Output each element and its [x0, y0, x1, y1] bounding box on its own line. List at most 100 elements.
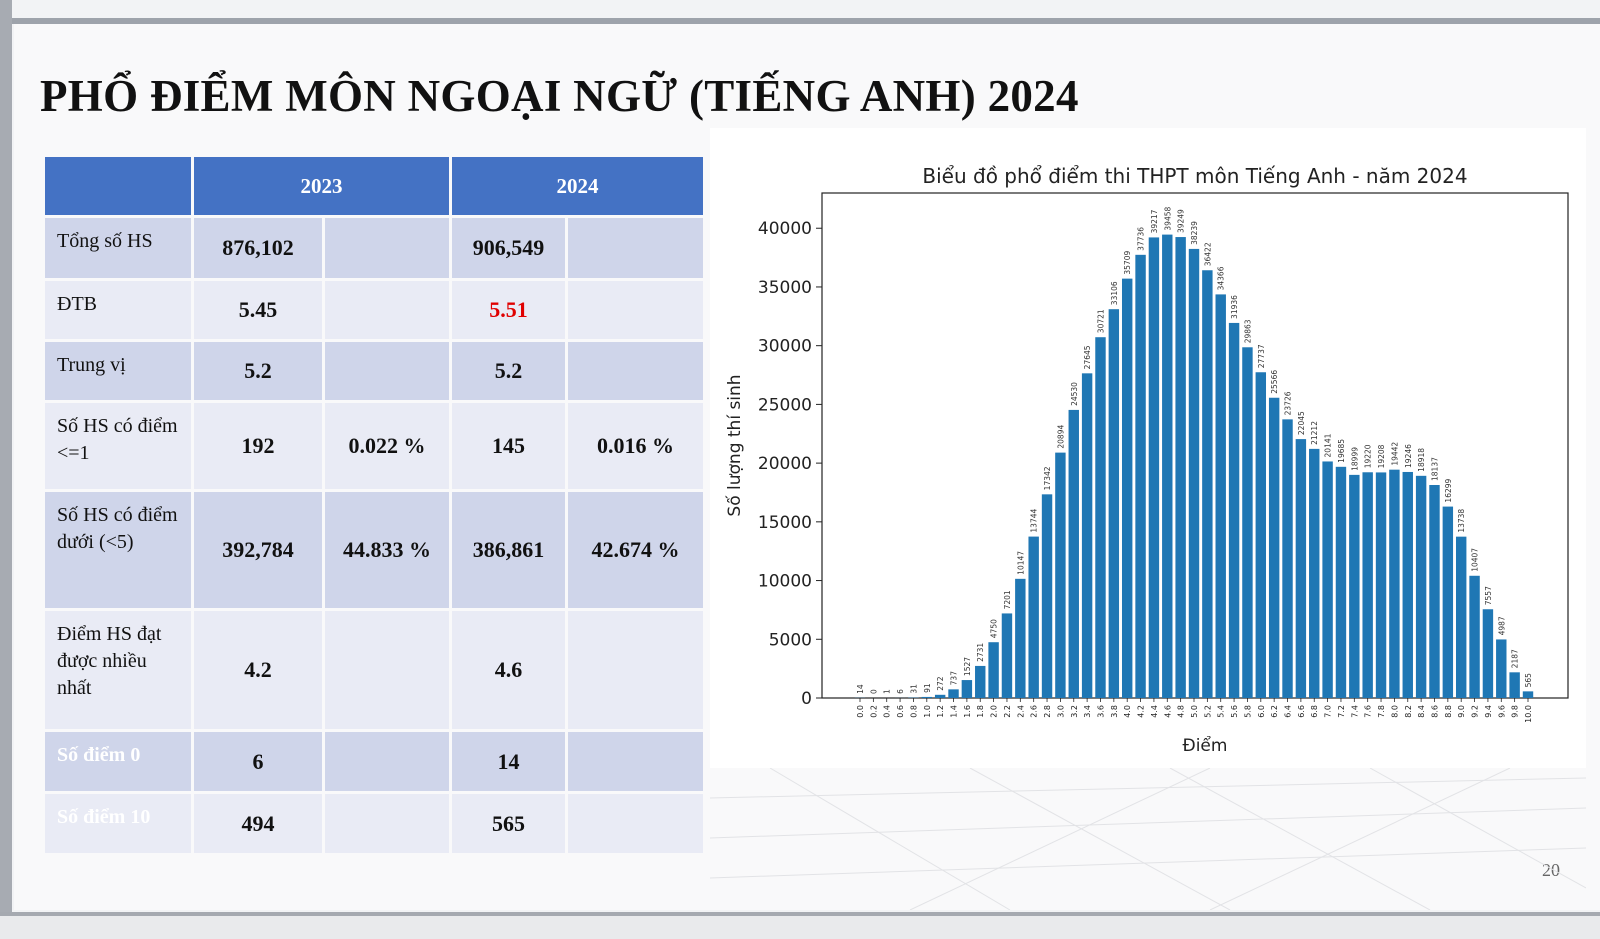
x-tick-label: 7.8 [1377, 705, 1386, 718]
percent-2023: 0.022 % [325, 403, 449, 489]
bar-value-label: 2731 [976, 643, 985, 662]
histogram-bar [922, 697, 932, 698]
x-tick-label: 10.0 [1524, 705, 1533, 723]
y-tick-label: 35000 [758, 278, 812, 298]
histogram-bar [1523, 691, 1533, 698]
histogram-bar [1389, 470, 1399, 698]
bar-value-label: 29863 [1243, 319, 1252, 343]
bar-value-label: 19442 [1390, 442, 1399, 466]
histogram-bar [1496, 639, 1506, 698]
x-tick-label: 1.6 [963, 705, 972, 718]
value-2024: 5.2 [452, 342, 565, 400]
x-tick-label: 3.2 [1070, 705, 1079, 718]
histogram-bar [948, 689, 958, 698]
bar-value-label: 1 [883, 689, 892, 694]
bar-value-label: 7557 [1484, 586, 1493, 605]
percent-2024 [568, 611, 703, 729]
x-tick-label: 8.8 [1444, 705, 1453, 718]
x-tick-label: 3.8 [1110, 705, 1119, 718]
bar-value-label: 19246 [1404, 444, 1413, 468]
bar-value-label: 35709 [1123, 251, 1132, 275]
x-tick-label: 7.2 [1337, 705, 1346, 718]
value-2023: 876,102 [194, 218, 322, 278]
bar-value-label: 0 [869, 689, 878, 694]
value-2024: 565 [452, 794, 565, 853]
x-tick-label: 0.4 [883, 705, 892, 718]
bar-value-label: 39249 [1177, 209, 1186, 233]
histogram-bar [1349, 475, 1359, 698]
bar-value-label: 1527 [963, 657, 972, 676]
value-2024: 906,549 [452, 218, 565, 278]
bar-value-label: 16299 [1444, 478, 1453, 502]
y-tick-label: 5000 [769, 630, 812, 650]
x-tick-label: 3.6 [1096, 705, 1105, 718]
x-tick-label: 3.4 [1083, 705, 1092, 718]
bar-value-label: 737 [950, 671, 959, 686]
x-tick-label: 2.0 [990, 705, 999, 718]
bar-value-label: 19685 [1337, 439, 1346, 463]
bar-value-label: 10407 [1471, 548, 1480, 572]
percent-2024 [568, 218, 703, 278]
comparison-table: 2023 2024 Tổng số HS 876,102 906,549 ĐTB… [42, 154, 706, 856]
percent-2023 [325, 611, 449, 729]
histogram-bar [988, 642, 998, 698]
histogram-bar [1229, 323, 1239, 698]
bar-value-label: 4987 [1497, 616, 1506, 635]
x-tick-label: 1.0 [923, 705, 932, 718]
histogram-bar [1028, 537, 1038, 698]
value-2023: 5.45 [194, 281, 322, 339]
value-2023: 494 [194, 794, 322, 853]
bar-value-label: 38239 [1190, 221, 1199, 245]
x-tick-label: 7.6 [1364, 705, 1373, 718]
histogram-bar [1055, 453, 1065, 698]
percent-2024 [568, 281, 703, 339]
row-label: Số HS có điểm dưới (<5) [45, 492, 191, 608]
histogram-bar [1189, 249, 1199, 698]
histogram-bar [1403, 472, 1413, 698]
x-tick-label: 5.6 [1230, 705, 1239, 718]
value-2023: 192 [194, 403, 322, 489]
table-row: Số điểm 0 6 14 [45, 732, 703, 791]
bar-value-label: 13744 [1030, 509, 1039, 533]
histogram-bar [1336, 467, 1346, 698]
bar-value-label: 34366 [1217, 266, 1226, 290]
x-tick-label: 4.8 [1177, 705, 1186, 718]
bar-value-label: 39458 [1163, 207, 1172, 231]
x-tick-label: 5.4 [1217, 705, 1226, 718]
histogram-bar [1296, 439, 1306, 698]
histogram-bar [1443, 507, 1453, 698]
value-2024: 14 [452, 732, 565, 791]
bar-value-label: 31936 [1230, 295, 1239, 319]
histogram-bar [1376, 472, 1386, 698]
row-label: Điểm HS đạt được nhiều nhất [45, 611, 191, 729]
y-tick-label: 40000 [758, 219, 812, 239]
x-tick-label: 7.0 [1324, 705, 1333, 718]
histogram-bar [1216, 294, 1226, 698]
bar-value-label: 10147 [1016, 551, 1025, 575]
value-2024: 4.6 [452, 611, 565, 729]
decorative-background-pattern [710, 768, 1586, 910]
bar-value-label: 18918 [1417, 448, 1426, 472]
percent-2023 [325, 281, 449, 339]
table-header-empty [45, 157, 191, 215]
percent-2023 [325, 794, 449, 853]
bar-value-label: 31 [909, 684, 918, 694]
bar-value-label: 21212 [1310, 421, 1319, 445]
x-tick-label: 2.2 [1003, 705, 1012, 718]
histogram-bar [1416, 476, 1426, 698]
bar-value-label: 37736 [1137, 227, 1146, 251]
histogram-bar [1175, 237, 1185, 698]
bar-value-label: 19220 [1364, 444, 1373, 468]
bar-value-label: 7201 [1003, 590, 1012, 609]
table-row: Tổng số HS 876,102 906,549 [45, 218, 703, 278]
x-tick-label: 0.6 [896, 705, 905, 718]
bar-value-label: 30721 [1096, 309, 1105, 333]
histogram-bar [1362, 472, 1372, 698]
histogram-bar [1162, 235, 1172, 698]
x-tick-label: 0.2 [869, 705, 878, 718]
histogram-bar [1002, 613, 1012, 698]
x-tick-label: 8.6 [1430, 705, 1439, 718]
table-header-row: 2023 2024 [45, 157, 703, 215]
histogram-bar [1015, 579, 1025, 698]
bar-value-label: 39217 [1150, 209, 1159, 233]
